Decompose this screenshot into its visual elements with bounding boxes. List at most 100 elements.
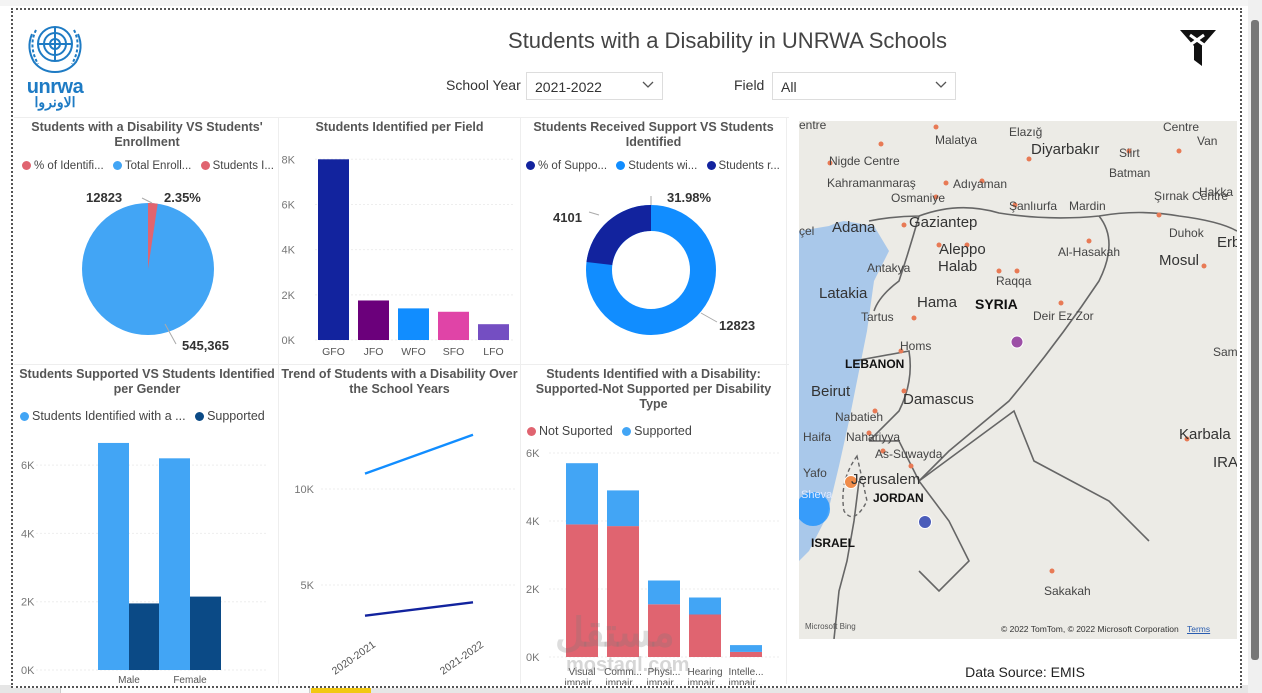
x-tick-label: JFO [364,346,384,358]
legend-item[interactable]: Students Identified with a ... [20,409,186,423]
x-tick-label: 2020-2021 [330,639,378,678]
map-attribution: © 2022 TomTom, © 2022 Microsoft Corporat… [1001,624,1179,634]
x-tick-label: impair... [728,678,763,685]
bar[interactable] [129,603,160,670]
bar[interactable] [318,159,349,340]
x-tick-label: impair... [687,678,722,685]
legend-item[interactable]: Students wi... [616,160,697,172]
bar[interactable] [438,311,469,340]
gender-legend: Students Identified with a ... Supported [20,409,271,423]
map-bubble-syria[interactable] [1010,335,1024,349]
page-tab-active-indicator [311,687,371,693]
watermark-latin: mostaql.com [566,654,690,676]
bar[interactable] [159,458,190,670]
gender-chart-title: Students Supported VS Students Identifie… [19,367,275,396]
bar-segment[interactable] [689,597,721,615]
y-tick-label: 6K [526,448,540,460]
bar-segment[interactable] [730,651,762,657]
bar-segment[interactable] [607,526,639,657]
pie-slice-identified[interactable] [148,202,158,269]
disability-type-panel: Students Identified with a Disability: S… [521,365,786,685]
per-field-panel: Students Identified per Field 8K 6K 4K 2K 0K… [279,118,520,364]
bar[interactable] [358,300,389,340]
data-source-text: Data Source: EMIS [965,664,1085,680]
y-tick-label: 4K [21,528,35,540]
legend-item[interactable]: % of Identifi... [22,160,104,172]
enrollment-legend: % of Identifi... Total Enroll... Student… [22,160,280,172]
donut-slice-supported[interactable] [586,205,652,265]
page-tab[interactable] [60,685,310,693]
bing-logo: Microsoft Bing [805,622,856,631]
x-tick-label: Male [118,675,140,685]
map-visual[interactable]: entre Malatya Elazığ Diyarbakır Siirt Ce… [799,121,1237,639]
field-dropdown[interactable]: All [772,72,956,100]
y-tick-label: 0K [21,665,35,677]
support-donut-chart[interactable] [521,178,786,364]
disability-type-stacked-bar-chart[interactable]: 6K4K2K0KVisualimpair...Comm...impair...P… [521,443,786,685]
per-field-bar-chart[interactable]: 8K 6K 4K 2K 0K GFO JFO WFO SFO LFO [279,138,520,364]
map-base [799,121,1237,639]
bar[interactable] [98,442,129,670]
legend-item[interactable]: Supported [195,409,265,423]
chevron-down-icon [642,81,654,88]
bar-segment[interactable] [566,524,598,657]
bar-segment[interactable] [648,604,680,657]
x-tick-label: Female [173,675,207,685]
data-label-identified: 12823 [719,318,756,333]
trend-chart-title: Trend of Students with a Disability Over… [281,367,518,396]
x-tick-label: Visual [568,667,595,678]
trend-line-chart[interactable]: 10K 5K 2020-2021 2021-2022 [279,405,520,685]
legend-item[interactable]: Not Suported [527,424,613,438]
data-label-identified: 12823 [86,190,123,205]
x-tick-label: WFO [401,346,426,358]
x-tick-label: 2021-2022 [438,639,486,678]
scrollbar-thumb[interactable] [1251,20,1259,660]
bar-segment[interactable] [607,490,639,527]
unrwa-logo-icon [28,26,82,74]
x-tick-label: SFO [443,346,465,358]
clear-filters-icon[interactable] [1176,26,1220,70]
legend-item[interactable]: Total Enroll... [112,160,191,172]
bar-segment[interactable] [689,614,721,658]
legend-item[interactable]: Students I... [200,160,274,172]
school-year-dropdown[interactable]: 2021-2022 [526,72,663,100]
legend-item[interactable]: Supported [622,424,692,438]
legend-item[interactable]: % of Suppo... [526,160,607,172]
y-tick-label: 10K [294,484,314,496]
bar-segment[interactable] [730,645,762,652]
bar[interactable] [398,308,429,340]
map-bubble-westbank[interactable] [844,475,858,489]
enrollment-chart-title: Students with a Disability VS Students' … [31,120,263,149]
data-label-pct: 2.35% [164,190,201,205]
y-tick-label: 2K [21,597,35,609]
chevron-down-icon [935,81,947,88]
y-tick-label: 0K [526,652,540,664]
page-scrollbar[interactable] [1248,0,1262,693]
school-year-value: 2021-2022 [535,79,602,95]
school-year-label: School Year [446,77,521,93]
support-donut-panel: Students Received Support VS Students Id… [521,118,786,364]
y-tick-label: 4K [282,245,296,257]
map-terms-link[interactable]: Terms [1187,624,1211,634]
bar-segment[interactable] [566,463,598,525]
enrollment-pie-chart[interactable] [16,178,278,364]
trend-panel: Trend of Students with a Disability Over… [279,365,520,685]
gender-bar-chart[interactable]: 6K 4K 2K 0K Male Female [16,427,278,685]
y-tick-label: 0K [282,335,296,347]
bar[interactable] [478,324,509,340]
field-label: Field [734,77,765,93]
x-tick-label: impair... [646,678,681,685]
x-tick-label: Comm... [604,667,642,678]
map-bubble-jordan[interactable] [918,515,932,529]
legend-item[interactable]: Students r... [706,160,780,172]
series-line [364,433,474,475]
x-tick-label: Physi... [648,667,681,678]
disability-type-chart-title: Students Identified with a Disability: S… [535,367,772,411]
series-line [364,601,474,617]
page-tabs-bar [0,685,1248,693]
bar[interactable] [190,596,221,670]
map-bubble-gaza[interactable] [799,492,830,526]
bar-segment[interactable] [648,580,680,605]
y-tick-label: 6K [282,199,296,211]
x-tick-label: impair... [564,678,599,685]
